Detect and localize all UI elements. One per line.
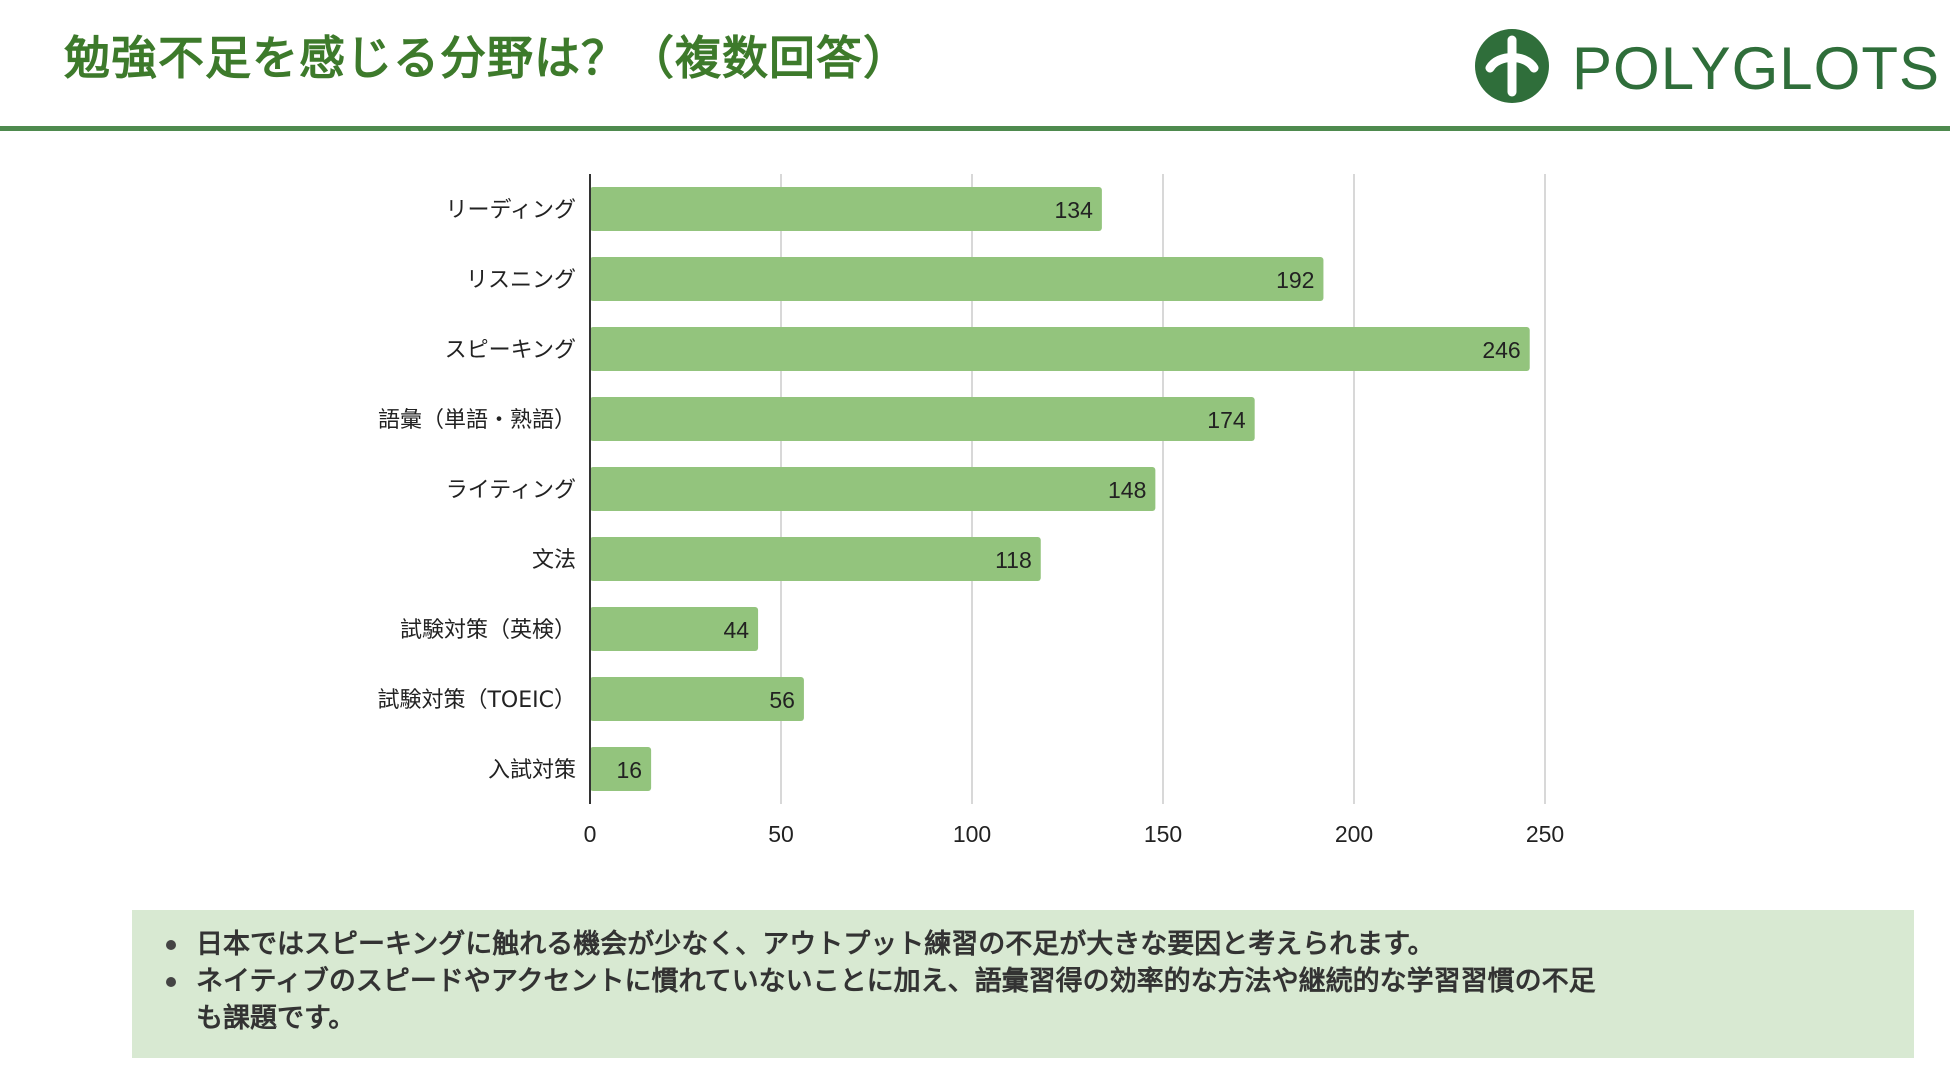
category-label: ライティング: [446, 478, 576, 503]
bar: [590, 677, 804, 721]
logo: POLYGLOTS: [1474, 28, 1939, 104]
bar: [590, 537, 1041, 581]
category-label: 試験対策（英検）: [400, 618, 576, 643]
x-tick-label: 200: [1335, 821, 1373, 847]
data-label: 246: [1482, 337, 1520, 363]
bar: [590, 187, 1102, 231]
bar: [590, 327, 1530, 371]
category-label: 語彙（単語・熟語）: [378, 408, 576, 433]
x-tick-label: 250: [1526, 821, 1564, 847]
x-tick-label: 100: [953, 821, 991, 847]
x-tick-label: 150: [1144, 821, 1182, 847]
category-label: 文法: [532, 548, 576, 573]
data-label: 174: [1207, 407, 1246, 433]
category-label: スピーキング: [445, 338, 576, 363]
category-label: リスニング: [466, 268, 576, 293]
summary-item: ネイティブのスピードやアクセントに慣れていないことに加え、語彙習得の効率的な方法…: [152, 963, 1596, 1037]
data-label: 192: [1276, 267, 1314, 293]
logo-text: POLYGLOTS: [1572, 35, 1941, 102]
summary-box: 日本ではスピーキングに触れる機会が少なく、アウトプット練習の不足が大きな要因と考…: [132, 910, 1914, 1058]
page-title: 勉強不足を感じる分野は？（複数回答）: [64, 31, 910, 85]
summary-list: 日本ではスピーキングに触れる機会が少なく、アウトプット練習の不足が大きな要因と考…: [152, 926, 1890, 1037]
bar: [590, 257, 1324, 301]
bar: [590, 607, 759, 651]
data-label: 16: [617, 757, 643, 783]
category-label: 入試対策: [488, 758, 576, 783]
data-label: 134: [1055, 197, 1094, 223]
category-label: リーディング: [446, 198, 576, 223]
category-label: 試験対策（TOEIC）: [377, 688, 576, 713]
data-label: 118: [995, 547, 1032, 573]
data-label: 56: [769, 687, 795, 713]
bar: [590, 397, 1255, 441]
summary-item: 日本ではスピーキングに触れる機会が少なく、アウトプット練習の不足が大きな要因と考…: [152, 926, 1596, 963]
x-tick-label: 50: [768, 821, 794, 847]
data-label: 44: [723, 617, 749, 643]
bar-chart: 0 50 100 150 200 250 リーディング 134 リスニング 192 スピーキング 24…: [377, 174, 1564, 847]
bar: [590, 747, 652, 791]
bar: [590, 467, 1156, 511]
header-divider: [0, 126, 1950, 131]
data-label: 148: [1108, 477, 1146, 503]
polyglots-logo-icon: [1475, 29, 1549, 103]
x-tick-label: 0: [584, 821, 597, 847]
